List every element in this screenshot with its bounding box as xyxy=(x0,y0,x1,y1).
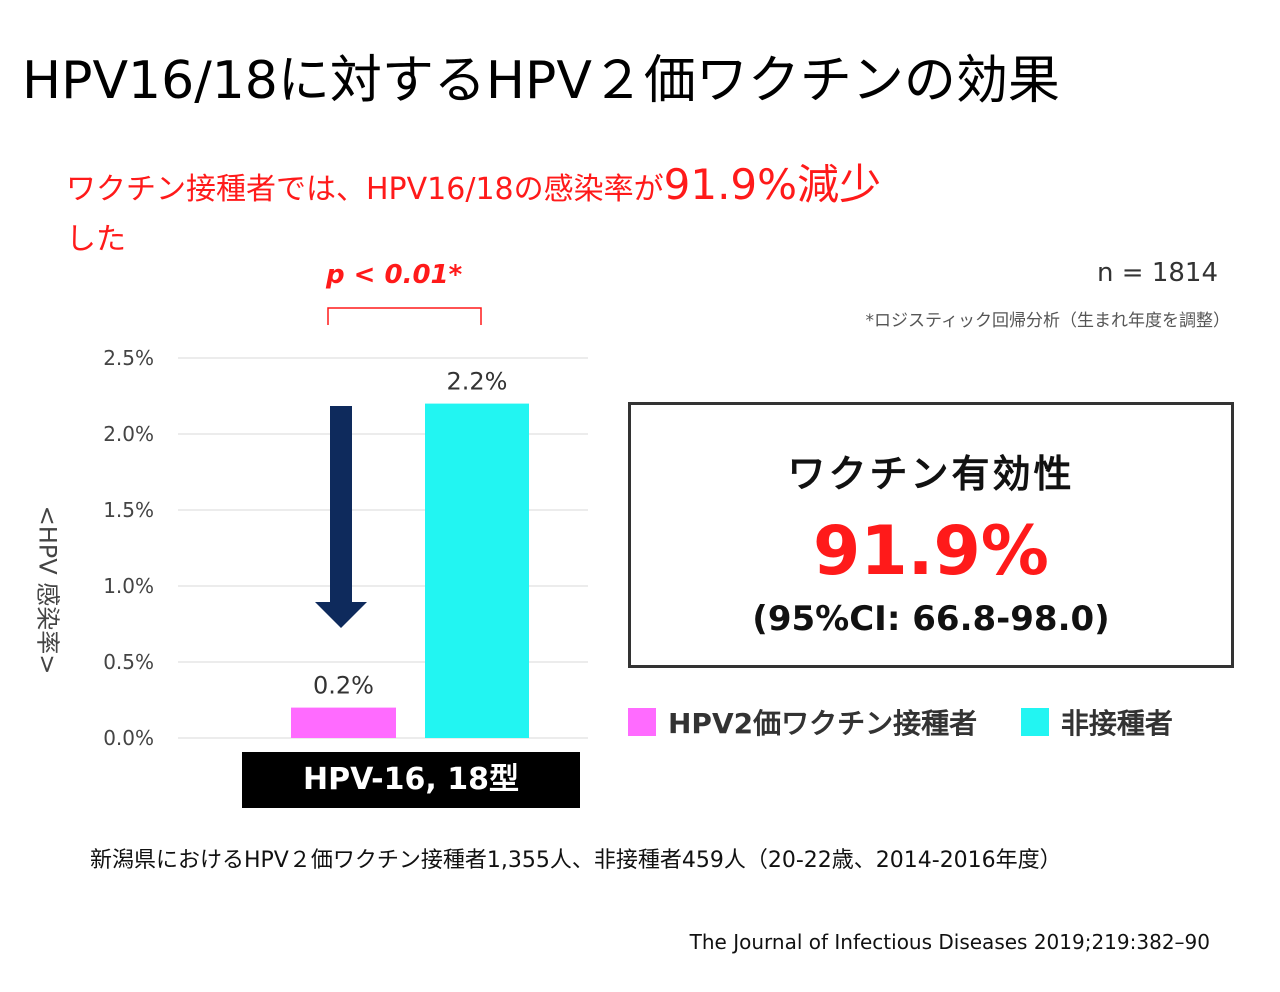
sample-size: n = 1814 xyxy=(1097,258,1218,288)
legend-item-vaccinated: HPV2価ワクチン接種者 xyxy=(628,702,977,742)
y-tick-label: 0.0% xyxy=(103,726,154,750)
y-tick-label: 2.0% xyxy=(103,422,154,446)
page-title: HPV16/18に対するHPV２価ワクチンの効果 xyxy=(22,51,1060,111)
effectiveness-label: ワクチン有効性 xyxy=(787,452,1075,496)
data-label: 0.2% xyxy=(313,672,374,700)
legend-swatch-vaccinated xyxy=(628,708,656,736)
y-tick-label: 0.5% xyxy=(103,650,154,674)
legend-item-unvaccinated: 非接種者 xyxy=(1020,702,1173,742)
headline-prefix: ワクチン接種者では、HPV16/18の感染率が xyxy=(66,172,664,207)
legend: HPV2価ワクチン接種者 非接種者 xyxy=(628,702,1207,743)
effectiveness-value: 91.9% xyxy=(813,512,1049,591)
footer-note: 新潟県におけるHPV２価ワクチン接種者1,355人、非接種者459人（20-22… xyxy=(90,848,1062,873)
legend-swatch-unvaccinated xyxy=(1020,708,1049,736)
bar-vaccinated xyxy=(291,707,396,738)
effectiveness-ci: (95%CI: 66.8-98.0) xyxy=(752,599,1110,639)
headline: ワクチン接種者では、HPV16/18の感染率が91.9%減少 した xyxy=(66,160,1066,265)
footnote: *ロジスティック回帰分析（生まれ年度を調整） xyxy=(865,311,1230,331)
significance-bracket xyxy=(327,307,482,325)
category-label: HPV-16, 18型 xyxy=(242,752,580,808)
bar-unvaccinated xyxy=(425,403,529,738)
y-tick-label: 2.5% xyxy=(103,346,154,370)
effectiveness-box: ワクチン有効性 91.9% (95%CI: 66.8-98.0) xyxy=(628,402,1234,668)
data-label: 2.2% xyxy=(447,368,508,396)
y-tick-label: 1.0% xyxy=(103,574,154,598)
headline-highlight: 91.9%減少 xyxy=(663,160,882,209)
p-value: p < 0.01* xyxy=(326,260,463,290)
down-arrow-icon xyxy=(315,406,367,628)
legend-label-vaccinated: HPV2価ワクチン接種者 xyxy=(668,707,978,740)
bar-chart: 0.0% 0.5% 1.0% 1.5% 2.0% 2.5% 0.2% 2.2% xyxy=(103,307,588,750)
legend-label-unvaccinated: 非接種者 xyxy=(1060,707,1173,740)
y-tick-label: 1.5% xyxy=(103,498,154,522)
citation: The Journal of Infectious Diseases 2019;… xyxy=(689,930,1210,954)
headline-suffix: した xyxy=(66,222,126,257)
